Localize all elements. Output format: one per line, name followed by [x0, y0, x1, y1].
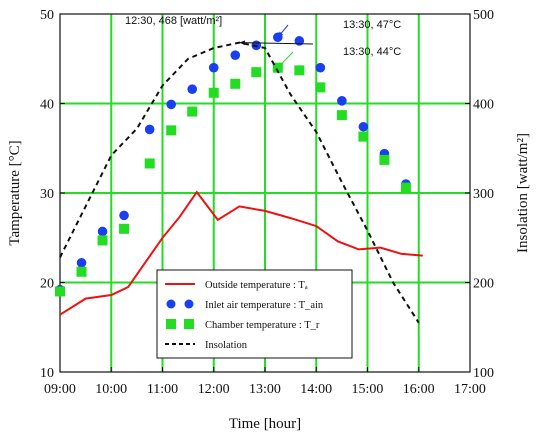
y-right-axis-title: Insolation [watt/m²]: [515, 133, 531, 253]
annotation-arrowhead: [239, 40, 245, 46]
y-left-tick-label: 40: [40, 98, 54, 113]
chamber-temp-point: [166, 125, 177, 136]
inlet-air-temp-point: [208, 62, 219, 73]
y-left-tick-label: 10: [40, 366, 54, 381]
chamber-temp-point: [97, 235, 108, 246]
y-left-tick-labels: 10 20 30 40 50: [40, 8, 65, 381]
chamber-temp-point: [336, 110, 347, 121]
legend: Outside temperature : Tₐ Inlet air temper…: [156, 269, 353, 359]
x-tick-label: 09:00: [44, 382, 76, 397]
inlet-air-temp-point: [187, 84, 198, 94]
x-tick-label: 13:00: [249, 382, 281, 397]
legend-swatch-square: [184, 319, 194, 329]
annotation-label: 12:30, 468 [watt/m²]: [125, 15, 222, 27]
annotation-arrow: [239, 42, 314, 45]
chamber-temp-point: [379, 154, 390, 165]
inlet-air-temp-point: [166, 99, 177, 110]
y-right-tick-label: 300: [473, 187, 494, 202]
chamber-temp-point: [187, 106, 198, 117]
inlet-air-temp-point: [337, 96, 347, 106]
y-right-tick-label: 400: [473, 98, 494, 113]
chamber-temp-point: [315, 82, 326, 93]
inlet-air-temp-point: [97, 226, 108, 237]
annotation-arrowhead: [277, 62, 284, 68]
x-tick-label: 11:00: [147, 382, 178, 397]
chamber-temp-point: [294, 65, 305, 76]
inlet-air-temp-point: [144, 124, 155, 135]
annotation-arrowhead: [277, 31, 284, 38]
y-left-tick-label: 50: [40, 8, 54, 23]
legend-entry-label: Inlet air temperature : T_ain: [205, 300, 324, 311]
chamber-temp-point: [55, 286, 65, 297]
legend-entry-label: Outside temperature : Tₐ: [205, 280, 308, 291]
inlet-air-temp-point: [76, 258, 87, 268]
inlet-air-temp-point: [358, 121, 369, 132]
chamber-temp-point: [230, 78, 241, 89]
x-tick-label: 16:00: [403, 382, 435, 397]
outside-temp-line: [59, 190, 423, 316]
annotation-label: 13:30, 44°C: [343, 46, 401, 58]
y-right-tick-label: 100: [473, 366, 494, 381]
x-axis-title: Time [hour]: [229, 416, 301, 432]
annotations: 12:30, 468 [watt/m²] 13:30, 47°C 13:30, 44…: [125, 15, 401, 69]
inlet-air-temp-point: [119, 210, 129, 221]
grid: [60, 14, 470, 372]
y-right-tick-label: 500: [473, 8, 494, 23]
x-tick-labels: 09:00 10:00 11:00 12:00 13:00 14:00 15:00 16:00…: [44, 367, 486, 397]
annotation-label: 13:30, 47°C: [343, 19, 401, 31]
legend-entry-label: Chamber temperature : T_r: [205, 320, 320, 331]
chamber-temp-point: [119, 223, 130, 234]
y-left-tick-label: 30: [40, 187, 54, 202]
x-tick-label: 15:00: [352, 382, 384, 397]
y-right-tick-label: 200: [473, 277, 494, 292]
legend-swatch-square: [166, 319, 176, 329]
x-tick-label: 17:00: [454, 382, 486, 397]
chamber-temp-point: [251, 67, 262, 78]
chamber-temp-point: [358, 131, 369, 142]
legend-entry-label: Insolation: [205, 340, 248, 351]
chamber-temp-point: [76, 266, 87, 277]
legend-swatch-circle: [184, 299, 194, 309]
x-tick-label: 10:00: [95, 382, 127, 397]
y-right-tick-labels: 100 200 300 400 500: [465, 8, 494, 381]
y-left-axis-title: Tamperature [°C]: [7, 140, 23, 245]
chamber-temp-point: [144, 158, 155, 169]
y-left-tick-label: 20: [40, 277, 54, 292]
inlet-air-temp-point: [315, 62, 326, 73]
legend-swatch-circle: [166, 299, 176, 309]
chamber-temp-point: [400, 182, 411, 193]
inlet-air-temp-point: [230, 50, 241, 60]
chamber-temp-point: [208, 87, 219, 98]
x-tick-label: 12:00: [198, 382, 230, 397]
x-tick-label: 14:00: [300, 382, 332, 397]
